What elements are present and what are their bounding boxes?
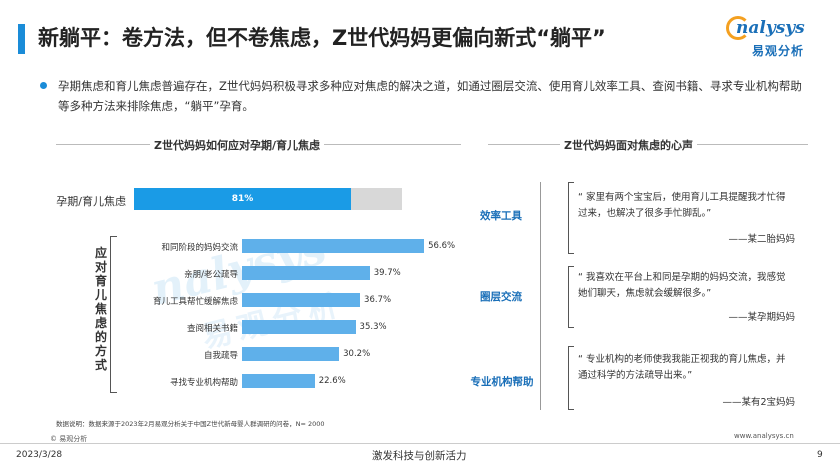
sub-bar-value: 56.6%: [428, 241, 456, 251]
sub-bar: [242, 374, 315, 388]
quote-tag-2: 圈层交流: [480, 291, 522, 303]
sub-bar: [242, 293, 361, 307]
quote-bracket-1: [568, 182, 574, 254]
sub-bar-label: 亲朋/老公疏导: [184, 270, 238, 280]
sub-bar-label: 查阅相关书籍: [186, 324, 238, 334]
quote-bracket-2: [568, 266, 574, 328]
methods-axis-label: 应对育儿焦虑的方式: [94, 246, 107, 372]
quote-tag-1: 效率工具: [480, 210, 522, 222]
sub-bar-label: 寻找专业机构帮助: [169, 378, 238, 388]
quote-text-1: “ 家里有两个宝宝后，使用育儿工具提醒我才忙得过来，也解决了很多手忙脚乱。”: [578, 192, 786, 219]
sub-bar-value: 39.7%: [373, 268, 401, 278]
logo-icon: [726, 16, 750, 40]
main-bar-label: 孕期/育儿焦虑: [56, 195, 126, 208]
footer-rule: [0, 443, 840, 444]
sub-bar: [242, 320, 356, 334]
site-url[interactable]: www.analysys.cn: [734, 432, 794, 440]
sub-bar: [242, 239, 425, 253]
logo-subtitle: 易观分析: [752, 44, 805, 58]
sub-bar-value: 36.7%: [364, 295, 392, 305]
methods-bracket: [110, 236, 117, 393]
sub-bar-label: 育儿工具帮忙缓解焦虑: [152, 297, 238, 307]
title-accent-bar: [18, 24, 25, 54]
sub-bar-value: 22.6%: [318, 376, 346, 386]
copyright: © 易观分析: [50, 435, 88, 443]
data-source-note: 数据说明：数据来源于2023年2月易观分析关于中国Z世代新母婴人群调研的问卷，N…: [56, 420, 325, 428]
bullet-icon: [40, 82, 47, 89]
sub-bar-label: 和同阶段的妈妈交流: [161, 243, 238, 253]
sub-bar-value: 35.3%: [359, 322, 387, 332]
intro-text: 孕期焦虑和育儿焦虑普遍存在，Z世代妈妈积极寻求多种应对焦虑的解决之道，如通过圈层…: [58, 79, 802, 113]
sub-bar: [242, 266, 370, 280]
quote-text-3: “ 专业机构的老师使我我能正视我的育儿焦虑，并通过科学的方法疏导出来。”: [578, 354, 786, 381]
quote-author-1: ——某二胎妈妈: [728, 234, 795, 245]
report-date: 2023/3/28: [16, 450, 63, 460]
sub-bar-label: 自我疏导: [203, 351, 238, 361]
quote-tag-3: 专业机构帮助: [470, 376, 534, 388]
main-bar-value: 81%: [231, 194, 254, 204]
footer-slogan: 激发科技与创新活力: [372, 450, 467, 462]
main-bar: 81%: [134, 188, 352, 210]
sub-bar: [242, 347, 340, 361]
page-number: 9: [817, 450, 823, 460]
right-divider: [540, 182, 541, 410]
sub-bar-value: 30.2%: [343, 349, 371, 359]
right-panel-title: Z世代妈妈面对焦虑的心声: [560, 137, 697, 153]
quote-bracket-3: [568, 346, 574, 410]
logo-text: nalysys: [736, 18, 805, 38]
quote-author-3: ——某有2宝妈妈: [722, 397, 795, 408]
quote-author-2: ——某孕期妈妈: [728, 312, 795, 323]
left-panel-title: Z世代妈妈如何应对孕期/育儿焦虑: [150, 137, 324, 153]
quote-text-2: “ 我喜欢在平台上和同是孕期的妈妈交流，我感觉她们聊天，焦虑就会缓解很多。”: [578, 272, 786, 299]
page-title: 新躺平：卷方法，但不卷焦虑，Z世代妈妈更偏向新式“躺平”: [38, 26, 606, 50]
